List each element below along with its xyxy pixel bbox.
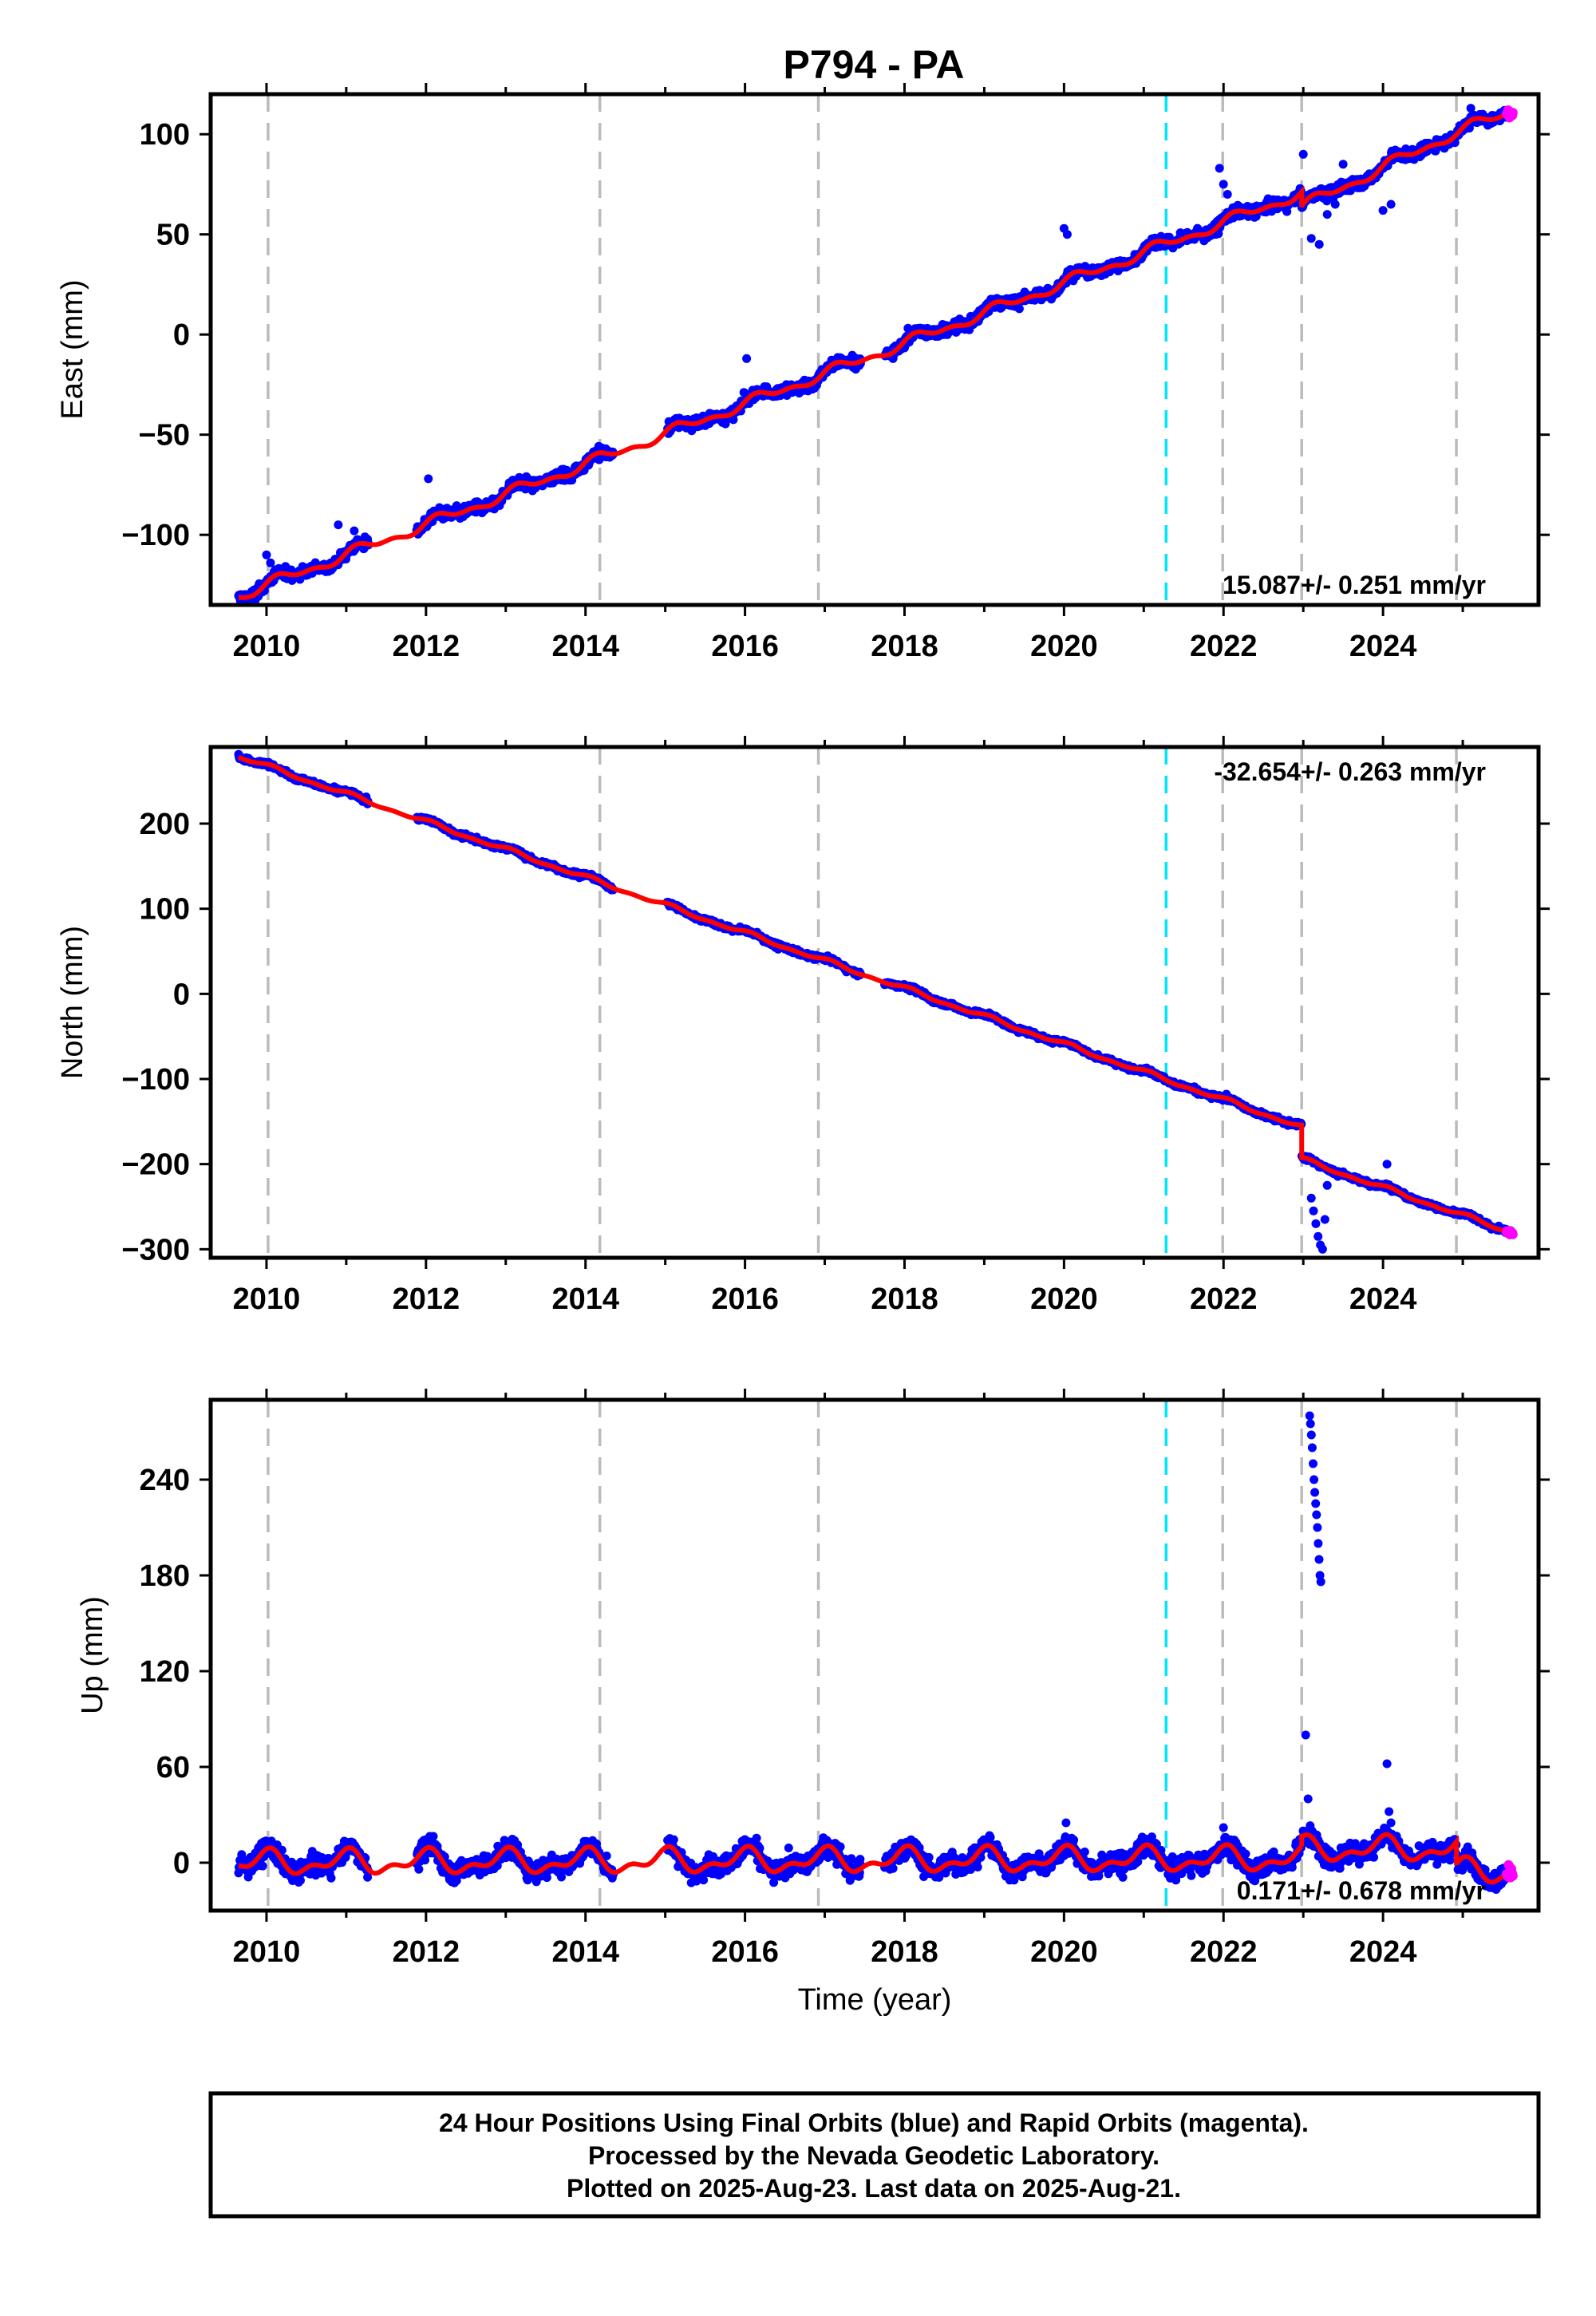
outlier-point: [1309, 1206, 1318, 1215]
x-tick-label: 2012: [393, 630, 460, 663]
figure-title: P794 - PA: [784, 42, 965, 87]
data-point: [258, 1861, 267, 1871]
y-tick-label: −200: [121, 1148, 190, 1182]
velocity-label: -32.654+/- 0.263 mm/yr: [1214, 757, 1486, 786]
outlier-point: [1382, 1160, 1392, 1169]
outlier-point: [1314, 1231, 1323, 1241]
outlier-point: [1306, 234, 1316, 243]
rapid-orbit-points: [1502, 105, 1518, 123]
y-axis-label: East (mm): [56, 279, 89, 419]
x-tick-label: 2022: [1190, 630, 1258, 663]
final-orbit-points: [234, 1411, 1512, 1894]
x-tick-label: 2010: [233, 630, 301, 663]
y-tick-label: −100: [121, 1063, 190, 1097]
x-tick-label: 2014: [551, 1282, 619, 1316]
data-point: [326, 1873, 336, 1883]
outlier-point: [1062, 230, 1072, 239]
outlier-point: [262, 550, 271, 559]
y-tick-label: 200: [140, 808, 190, 841]
outlier-point: [1330, 200, 1340, 209]
outlier-point: [1320, 1215, 1329, 1224]
y-tick-label: 100: [140, 118, 190, 152]
outlier-point: [1215, 164, 1224, 173]
x-tick-label: 2014: [551, 630, 619, 663]
outlier-point: [334, 520, 343, 530]
rapid-orbit-points: [1502, 1226, 1518, 1239]
outlier-point: [1306, 1193, 1316, 1203]
rapid-point: [1507, 108, 1518, 118]
outlier-point: [742, 354, 752, 363]
x-tick-label: 2016: [711, 630, 779, 663]
outlier-point: [1298, 149, 1308, 159]
x-tick-label: 2020: [1030, 630, 1098, 663]
velocity-label: 15.087+/- 0.251 mm/yr: [1223, 571, 1486, 599]
y-tick-label: −100: [121, 519, 190, 552]
y-tick-label: 0: [173, 978, 190, 1011]
y-tick-label: 100: [140, 893, 190, 927]
data-point: [1014, 304, 1024, 314]
up-panel: 2010 2012 2014 2016 2018 2020 2022 202406012018…: [76, 1389, 1550, 2017]
plot-area: [234, 747, 1518, 1258]
panel-frame: [208, 745, 1541, 1260]
data-point: [729, 415, 738, 425]
outlier-point: [1314, 239, 1324, 249]
outlier-point: [1311, 1219, 1321, 1228]
y-tick-label: −50: [139, 419, 190, 453]
east-panel: 2010 2012 2014 2016 2018 2020 2022 2024 −100 −50 0…: [56, 83, 1550, 663]
x-tick-label: 2018: [871, 1282, 938, 1316]
outlier-point: [1378, 206, 1388, 215]
x-tick-label: 2018: [871, 630, 938, 663]
y-axis-label: North (mm): [56, 926, 89, 1079]
outlier-point: [1322, 1180, 1332, 1190]
outlier-point: [1223, 190, 1232, 199]
outlier-point: [424, 474, 433, 484]
data-point: [296, 1875, 305, 1885]
y-tick-label: 0: [173, 318, 190, 352]
outlier-point: [1386, 200, 1396, 209]
x-tick-label: 2020: [1030, 1282, 1098, 1316]
x-tick-label: 2012: [393, 1282, 460, 1316]
final-orbit-points: [234, 749, 1512, 1254]
outlier-point: [1466, 104, 1476, 113]
plot-area: [234, 1400, 1518, 1911]
panel-frame: [208, 92, 1541, 607]
plot-area: [234, 94, 1518, 605]
model-fit-line: [239, 109, 1514, 600]
rapid-point: [1507, 1229, 1518, 1239]
x-tick-label: 2022: [1190, 1282, 1258, 1316]
x-tick-label: 2010: [233, 1282, 301, 1316]
north-panel: 2010 2012 2014 2016 2018 2020 2022 2024 −300 −200…: [56, 736, 1550, 1316]
outlier-point: [1317, 1244, 1327, 1254]
outlier-point: [1219, 180, 1228, 189]
x-tick-label: 2024: [1349, 630, 1417, 663]
x-tick-label: 2016: [711, 1282, 779, 1316]
x-tick-label: 2024: [1349, 1282, 1417, 1316]
outlier-point: [1322, 210, 1332, 219]
y-tick-label: 50: [156, 219, 190, 252]
outlier-point: [1338, 160, 1348, 169]
y-tick-label: −300: [121, 1233, 190, 1267]
outlier-point: [350, 526, 359, 536]
outlier-point: [266, 558, 275, 567]
